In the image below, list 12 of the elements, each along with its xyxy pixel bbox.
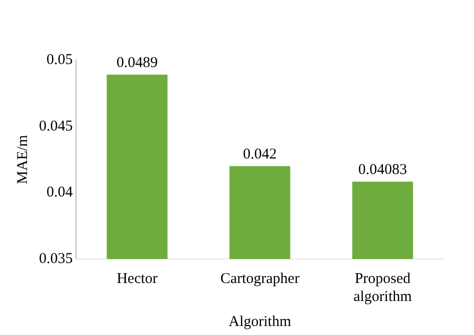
y-tick-label: 0.04 <box>46 184 74 201</box>
y-tick-label: 0.045 <box>39 118 73 134</box>
data-label: 0.0489 <box>116 55 158 72</box>
y-tick-label: 0.05 <box>46 52 73 68</box>
y-axis-title: MAE/m <box>14 134 31 184</box>
data-label: 0.04083 <box>358 162 407 178</box>
x-tick-label: Cartographer <box>220 270 300 287</box>
data-label: 0.042 <box>243 146 277 163</box>
x-tick-label: Hector <box>116 270 158 287</box>
x-axis-title: Algorithm <box>228 314 292 330</box>
x-tick-label: Proposed algorithm <box>353 270 412 305</box>
y-tick-label: 0.035 <box>39 250 73 267</box>
